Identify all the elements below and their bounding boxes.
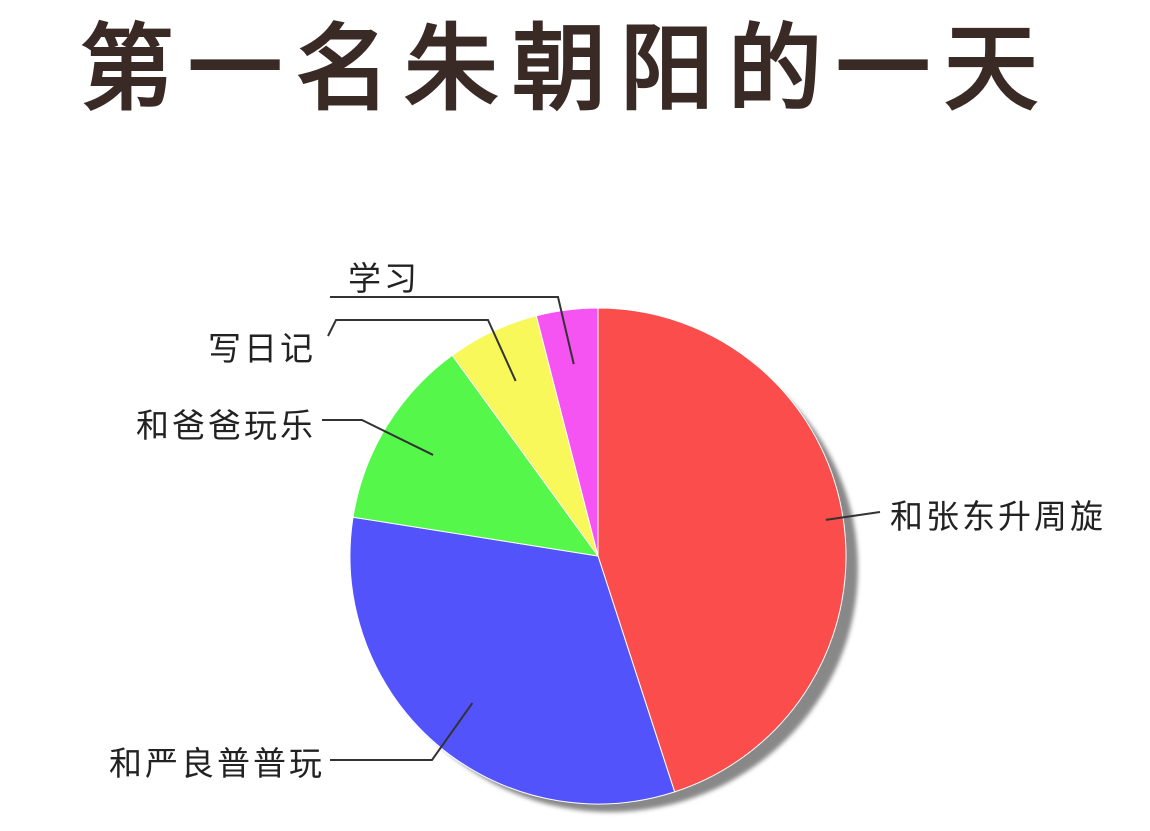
leader-line [330,296,575,365]
pie-slice [535,307,599,557]
chart-title: 第一名朱朝阳的一天 [80,15,1053,124]
pie-slice [352,354,600,557]
slice-label: 写日记 [208,329,316,368]
slice-label: 和严良普普玩 [109,744,325,783]
slice-label: 和爸爸玩乐 [136,406,316,445]
pie-slice [349,516,676,805]
leader-line [330,702,474,761]
leader-line [327,319,517,382]
leader-line [825,511,881,521]
leader-line [322,419,434,456]
slice-label: 学习 [348,259,420,298]
slice-label: 和张东升周旋 [890,497,1106,536]
